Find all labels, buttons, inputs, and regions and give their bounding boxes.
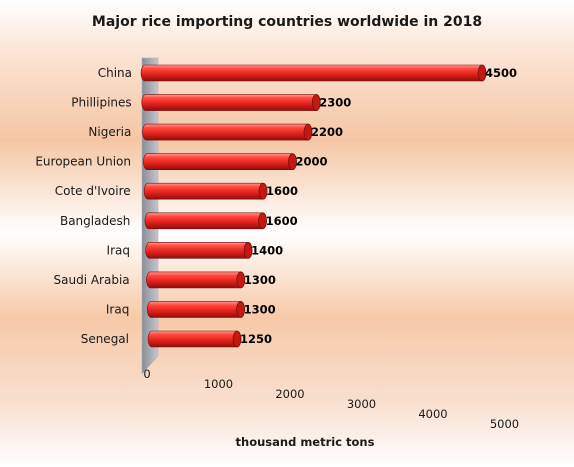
- category-label: European Union: [35, 155, 131, 169]
- category-label: Senegal: [81, 332, 129, 346]
- x-tick-label: 0: [143, 367, 150, 381]
- category-label: China: [98, 66, 132, 80]
- bar-cap: [258, 212, 267, 230]
- category-label: Bangladesh: [60, 214, 130, 228]
- value-label: 1600: [266, 184, 298, 198]
- bar: [140, 64, 487, 82]
- value-label: 1600: [266, 214, 298, 228]
- value-label: 1300: [244, 302, 276, 316]
- bar: [143, 153, 297, 170]
- bar-cap: [236, 301, 245, 318]
- x-tick-label: 1000: [204, 377, 233, 391]
- value-label: 2200: [311, 125, 343, 139]
- bar: [143, 182, 268, 200]
- bar-cap: [311, 94, 321, 111]
- bar: [141, 94, 321, 111]
- bar-cap: [477, 64, 487, 82]
- bar: [146, 271, 246, 289]
- category-label: Saudi Arabia: [54, 273, 130, 287]
- bar: [147, 330, 242, 348]
- bar-cap: [258, 182, 268, 200]
- category-label: Nigeria: [88, 125, 131, 139]
- x-tick-label: 3000: [347, 397, 376, 411]
- bar-cap: [288, 153, 297, 170]
- category-label: Iraq: [106, 302, 129, 316]
- category-label: Cote d'Ivoire: [55, 184, 131, 198]
- category-label: Iraq: [107, 243, 130, 257]
- x-axis-label: thousand metric tons: [236, 435, 375, 449]
- value-label: 1300: [244, 273, 276, 287]
- bar-cap: [236, 271, 246, 289]
- x-tick-label: 4000: [418, 407, 447, 421]
- bar: [145, 242, 253, 259]
- bar: [146, 301, 245, 318]
- x-tick-label: 2000: [275, 387, 304, 401]
- chart-title: Major rice importing countries worldwide…: [92, 14, 482, 30]
- bar-cap: [232, 330, 242, 348]
- value-label: 1250: [240, 332, 272, 346]
- value-label: 2300: [319, 96, 351, 110]
- bar-cap: [303, 123, 313, 141]
- bar: [144, 212, 267, 230]
- bar-cap: [243, 242, 253, 259]
- category-label: Phillipines: [71, 96, 131, 110]
- x-tick-label: 5000: [490, 417, 519, 431]
- bar: [142, 123, 313, 141]
- value-label: 4500: [485, 66, 517, 80]
- value-label: 2000: [296, 155, 328, 169]
- value-label: 1400: [251, 243, 283, 257]
